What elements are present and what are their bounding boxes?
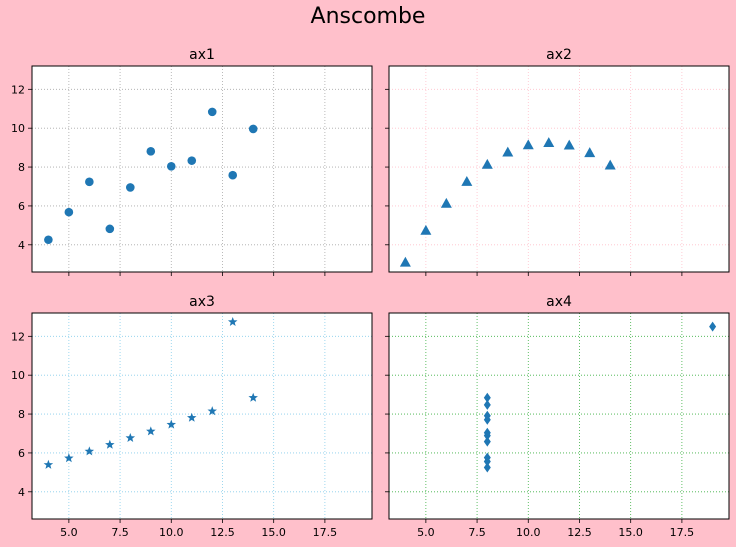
data-point xyxy=(502,146,514,157)
y-tick-label: 12 xyxy=(11,330,25,343)
data-point xyxy=(105,224,115,234)
data-point xyxy=(483,456,491,467)
data-point xyxy=(709,321,717,332)
x-tick-label: 12.5 xyxy=(210,526,235,539)
y-tick-label: 6 xyxy=(18,447,25,460)
x-tick-label: 17.5 xyxy=(670,526,695,539)
figure-title: Anscombe xyxy=(311,4,426,29)
y-tick-label: 10 xyxy=(11,122,25,135)
axes-frame xyxy=(31,65,373,273)
axes-frame xyxy=(31,312,373,520)
axes-frame xyxy=(388,312,730,520)
y-tick-label: 8 xyxy=(18,408,25,421)
data-point xyxy=(584,147,596,158)
x-tick-label: 12.5 xyxy=(567,526,592,539)
data-point xyxy=(461,175,473,186)
data-point xyxy=(420,224,432,235)
data-point xyxy=(105,439,115,449)
y-tick-label: 8 xyxy=(18,161,25,174)
data-point xyxy=(483,392,491,403)
x-tick-label: 5.0 xyxy=(417,526,435,539)
data-point xyxy=(543,137,555,147)
data-point xyxy=(166,161,176,171)
plot-background xyxy=(32,313,372,519)
x-tick-label: 15.0 xyxy=(618,526,643,539)
data-point xyxy=(146,147,156,156)
x-tick-label: 15.0 xyxy=(261,526,286,539)
plot-background xyxy=(389,313,729,519)
x-tick-label: 10.0 xyxy=(159,526,184,539)
data-point xyxy=(146,426,156,436)
data-point xyxy=(126,183,135,192)
data-point xyxy=(483,436,491,447)
axes-title: ax2 xyxy=(546,47,572,63)
data-point xyxy=(44,235,53,245)
data-point xyxy=(248,124,258,134)
y-tick-label: 6 xyxy=(18,200,25,213)
y-tick-label: 4 xyxy=(18,486,25,499)
data-point xyxy=(563,139,575,150)
data-point xyxy=(125,432,136,443)
y-tick-label: 12 xyxy=(11,83,25,96)
data-point xyxy=(84,446,95,456)
x-tick-label: 7.5 xyxy=(468,526,486,539)
axes-ax4: 5.0 7.5 10.0 12.5 15.0 17.5 ax4 xyxy=(385,294,730,539)
x-tick-label: 10.0 xyxy=(516,526,541,539)
axes-title: ax4 xyxy=(546,294,572,310)
axes-ax2: ax2 xyxy=(385,47,730,276)
data-point xyxy=(483,399,491,410)
plot-background xyxy=(32,66,372,272)
data-point xyxy=(64,453,74,463)
data-point xyxy=(227,316,238,326)
x-tick-label: 17.5 xyxy=(313,526,338,539)
axes-title: ax3 xyxy=(189,294,215,310)
data-point xyxy=(483,462,491,473)
data-point xyxy=(207,406,217,416)
y-tick-label: 4 xyxy=(18,239,25,252)
data-point xyxy=(187,412,197,422)
axes-ax3: 5.0 7.5 10.0 12.5 15.0 17.5 4 6 8 10 12 ax3 xyxy=(11,294,373,539)
plot-background xyxy=(389,66,729,272)
data-point xyxy=(166,419,177,429)
axes-title: ax1 xyxy=(189,47,215,63)
data-point xyxy=(481,158,493,169)
data-point xyxy=(64,207,74,217)
y-tick-label: 10 xyxy=(11,369,25,382)
data-point xyxy=(440,197,452,208)
data-point xyxy=(187,156,197,165)
data-point xyxy=(483,410,491,421)
data-point xyxy=(228,170,238,180)
data-point xyxy=(207,107,217,117)
x-tick-label: 5.0 xyxy=(60,526,78,539)
data-point xyxy=(399,256,411,267)
data-point xyxy=(248,392,258,402)
data-point xyxy=(483,430,491,441)
data-point xyxy=(43,459,54,469)
data-point xyxy=(522,139,534,150)
data-point xyxy=(604,159,616,170)
x-tick-label: 7.5 xyxy=(111,526,129,539)
axes-ax1: 4 6 8 10 12 ax1 xyxy=(11,47,373,276)
axes-frame xyxy=(388,65,730,273)
data-point xyxy=(85,177,94,187)
